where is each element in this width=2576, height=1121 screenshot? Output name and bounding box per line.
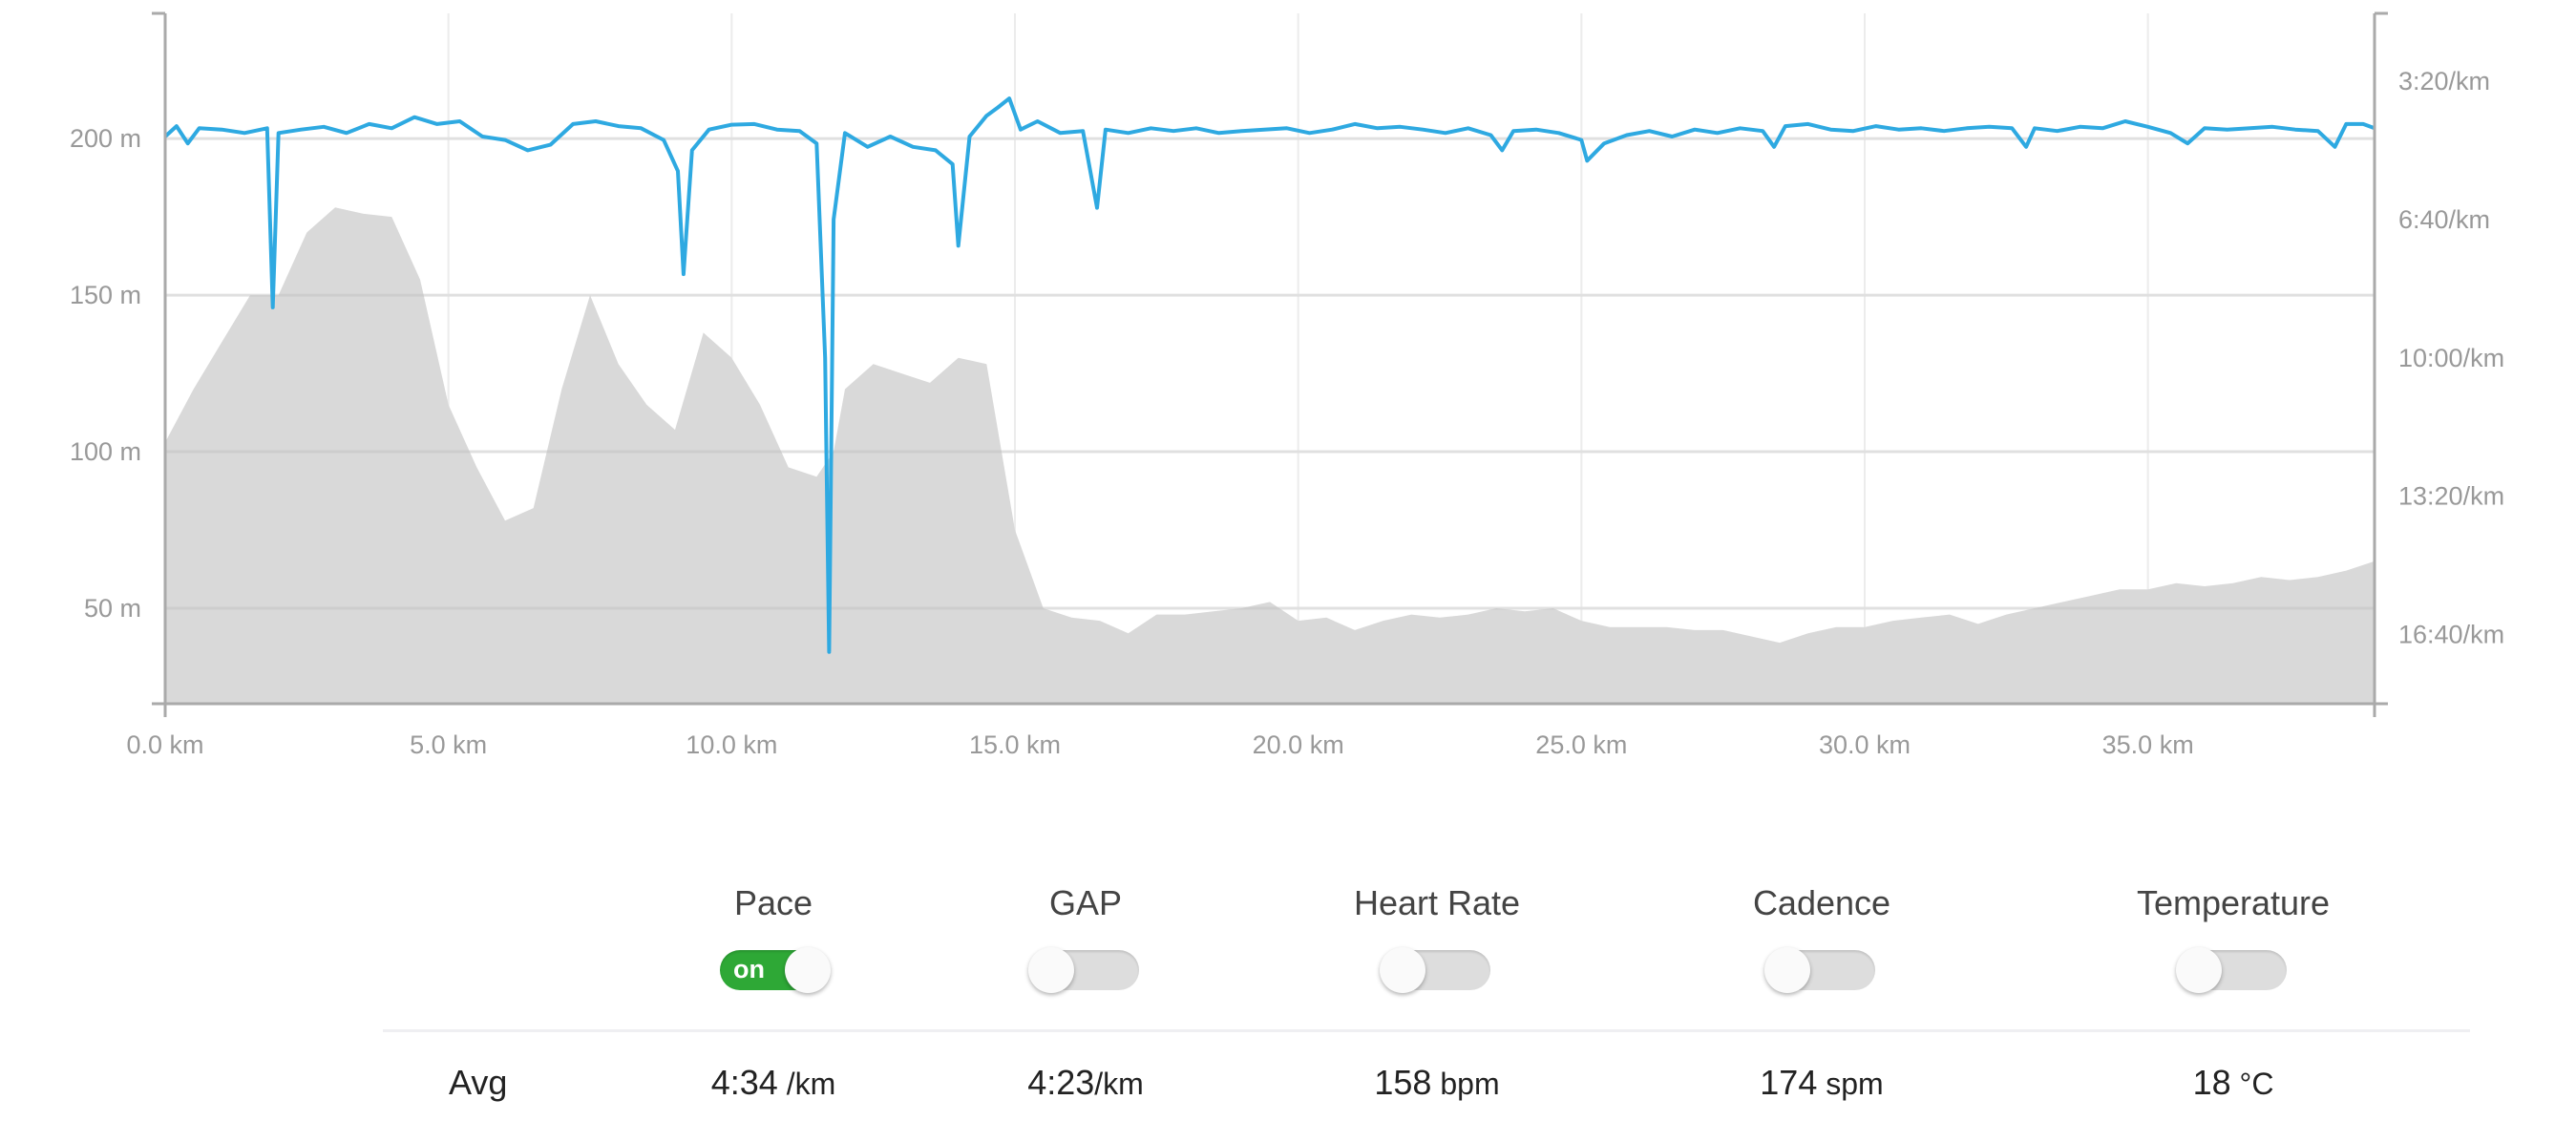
x-tick-label: 20.0 km [1253, 730, 1344, 759]
x-tick-label: 35.0 km [2102, 730, 2194, 759]
pace-tick-label: 10:00/km [2398, 344, 2504, 372]
x-tick-label: 30.0 km [1819, 730, 1911, 759]
value-number: 4:23 [1027, 1063, 1095, 1102]
pace-toggle[interactable]: on [720, 947, 831, 993]
gap-avg-value: 4:23/km [942, 1063, 1229, 1103]
elevation-tick-label: 200 m [70, 124, 141, 153]
x-tick-label: 25.0 km [1535, 730, 1627, 759]
cadence-toggle[interactable] [1764, 947, 1875, 993]
heart-rate-toggle[interactable] [1380, 947, 1490, 993]
value-number: 4:34 [710, 1063, 778, 1102]
pace-label: Pace [733, 883, 813, 922]
temperature-toggle[interactable] [2176, 947, 2287, 993]
value-unit: bpm [1431, 1067, 1500, 1101]
value-unit: /km [1094, 1067, 1144, 1101]
gap-label: GAP [1048, 883, 1123, 922]
elevation-tick-label: 100 m [70, 437, 141, 466]
heart-rate-label: Heart Rate [1353, 883, 1521, 922]
elevation-pace-chart[interactable]: 0.0 km 5.0 km 10.0 km 15.0 km 20.0 km 25.0 km… [0, 0, 2576, 821]
pace-tick-label: 6:40/km [2398, 205, 2490, 234]
pace-tick-label: 16:40/km [2398, 621, 2504, 649]
toggle-knob [2176, 947, 2222, 993]
cadence-avg-value: 174 spm [1679, 1063, 1965, 1103]
value-unit: spm [1817, 1067, 1884, 1101]
pace-tick-label: 13:20/km [2398, 482, 2504, 511]
value-unit: /km [777, 1067, 836, 1101]
toggle-knob [1380, 947, 1425, 993]
x-tick-label: 0.0 km [126, 730, 203, 759]
x-tick-label: 5.0 km [410, 730, 487, 759]
heart-rate-avg-value: 158 bpm [1294, 1063, 1580, 1103]
toggle-knob [1764, 947, 1810, 993]
temperature-label: Temperature [2136, 883, 2331, 922]
elevation-tick-label: 150 m [70, 281, 141, 309]
value-number: 18 [2192, 1063, 2231, 1102]
gap-toggle[interactable] [1028, 947, 1139, 993]
elevation-tick-label: 50 m [84, 594, 141, 623]
value-number: 158 [1374, 1063, 1432, 1102]
value-unit: °C [2230, 1067, 2274, 1101]
x-tick-label: 10.0 km [686, 730, 777, 759]
pace-avg-value: 4:34 /km [630, 1063, 917, 1103]
divider [383, 1029, 2470, 1032]
toggle-on-text: on [733, 955, 765, 984]
value-number: 174 [1760, 1063, 1818, 1102]
temperature-avg-value: 18 °C [2090, 1063, 2376, 1103]
cadence-label: Cadence [1752, 883, 1891, 922]
toggle-knob [1028, 947, 1074, 993]
pace-line [163, 96, 2375, 654]
avg-label: Avg [449, 1063, 508, 1102]
pace-tick-label: 3:20/km [2398, 67, 2490, 95]
toggle-knob [785, 947, 831, 993]
elevation-area [165, 207, 2375, 705]
x-tick-label: 15.0 km [969, 730, 1061, 759]
